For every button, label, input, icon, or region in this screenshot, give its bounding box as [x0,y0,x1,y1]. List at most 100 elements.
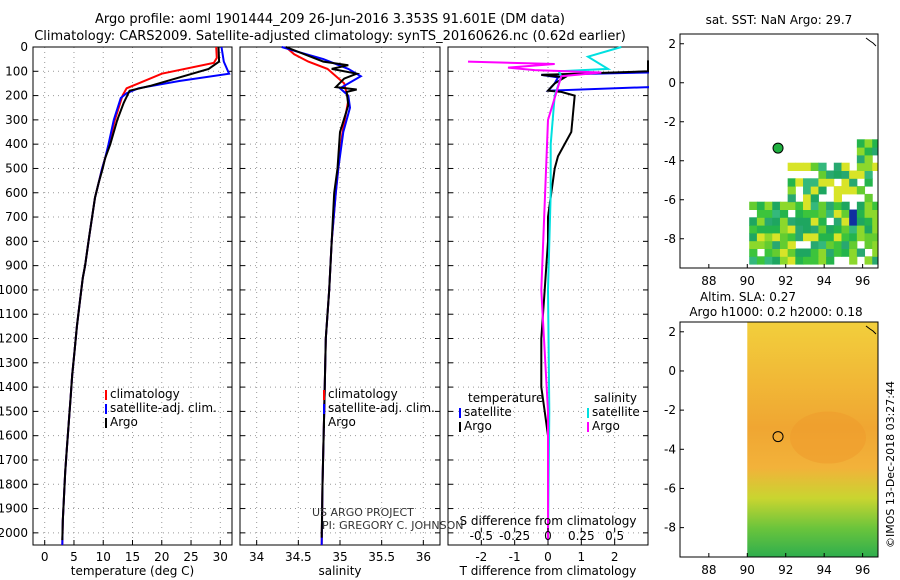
sst-pixel [779,209,789,218]
sst-pixel [787,201,796,210]
sst-pixel [810,217,819,226]
sst-pixel [779,248,789,257]
sst-pixel [856,201,866,210]
sst-pixel [864,154,873,164]
sst-pixel [749,240,758,249]
sst-pixel [856,147,866,156]
sst-pixel [833,162,842,171]
s-tick-label: 0.5 [605,529,624,543]
legend-head: salinity [594,391,637,405]
depth-tick-label: 300 [5,113,28,127]
depth-tick-label: 1300 [0,356,28,370]
sst-pixel [803,232,812,242]
sst-pixel [749,201,758,210]
sst-pixel [787,248,796,257]
sst-pixel [810,209,819,218]
sst-pixel [826,248,835,257]
sst-pixel [749,248,758,257]
sst-pixel [779,232,789,242]
sst-pixel [810,256,819,265]
sst-pixel [856,217,866,226]
sst-pixel [818,225,827,234]
sst-pixel [803,256,812,265]
map-y-tick-label: -2 [664,115,676,129]
sst-pixel [818,256,827,265]
sst-map-title: sat. SST: NaN Argo: 29.7 [706,13,853,27]
coastline [865,325,877,335]
map-y-tick-label: 0 [668,364,676,378]
sst-pixel [749,232,758,242]
sst-pixel [841,248,850,257]
sst-pixel [864,162,873,171]
map-x-tick-label: 94 [817,563,832,577]
sst-pixel [849,225,858,234]
temperature-x-axis-label: temperature (deg C) [71,564,194,578]
sst-pixel [864,240,873,249]
sst-pixel [872,201,878,210]
x-tick-label: 35 [332,550,347,564]
sst-pixel [826,232,835,242]
sst-pixel [841,162,850,171]
sst-pixel [779,225,789,234]
sst-pixel [872,162,878,171]
sst-pixel [795,225,804,234]
sst-pixel [856,186,866,195]
map-x-tick-label: 90 [740,563,755,577]
sst-pixel [803,201,812,210]
map-y-tick-label: -8 [664,232,676,246]
map-x-tick-label: 88 [701,563,716,577]
sst-pixel [864,170,873,179]
sst-pixel [803,225,812,234]
legend-label: satellite-adj. clim. [328,401,435,415]
s-tick-label: -0.5 [470,529,493,543]
legend-label: satellite [464,405,512,419]
depth-tick-label: 400 [5,137,28,151]
series-t-argo [540,60,649,541]
sst-pixel [779,217,789,226]
sst-pixel [864,201,873,210]
sst-pixel [833,201,842,210]
x-tick-label: 0 [41,550,49,564]
sst-pixel [756,256,766,265]
sla-anomaly-high [790,411,867,464]
sst-pixel [872,209,878,218]
x-tick-label: 0 [544,550,552,564]
sst-pixel [803,217,812,226]
x-tick-label: 1 [578,550,586,564]
title-line-2: Climatology: CARS2009. Satellite-adjuste… [34,29,626,44]
sst-pixel [787,162,796,171]
sst-pixel [803,209,812,218]
series-s-satellite [546,46,622,541]
salinity-x-axis-label: salinity [318,564,361,578]
map-y-tick-label: 2 [668,37,676,51]
sst-pixel [833,193,842,203]
map-y-tick-label: -6 [664,481,676,495]
sst-pixel [856,209,866,218]
x-tick-label: 2 [611,550,619,564]
sst-pixel [756,225,766,234]
sst-pixel [864,225,873,234]
sst-pixel [772,248,781,257]
sst-pixel [841,240,850,249]
sst-pixel [818,240,827,249]
sst-pixel [833,209,842,218]
credit-pi: PI: GREGORY C. JOHNSON [322,519,463,532]
sst-pixel [818,186,827,195]
title-line-1: Argo profile: aoml 1901444_209 26-Jun-20… [95,12,565,27]
sst-pixel [849,232,858,242]
sst-pixel [849,209,858,218]
sst-pixel [795,178,804,187]
map-y-tick-label: -6 [664,193,676,207]
depth-tick-label: 1100 [0,307,28,321]
sst-pixel [803,193,812,203]
sst-pixel [872,256,878,265]
sst-pixel [772,225,781,234]
legend-label: satellite-adj. clim. [110,401,217,415]
sst-pixel [803,178,812,187]
sst-map-frame [679,33,879,269]
sst-pixel [749,225,758,234]
sst-pixel [803,248,812,257]
temperature-frame [32,46,233,546]
sst-pixel [872,217,878,226]
sst-pixel [764,217,773,226]
